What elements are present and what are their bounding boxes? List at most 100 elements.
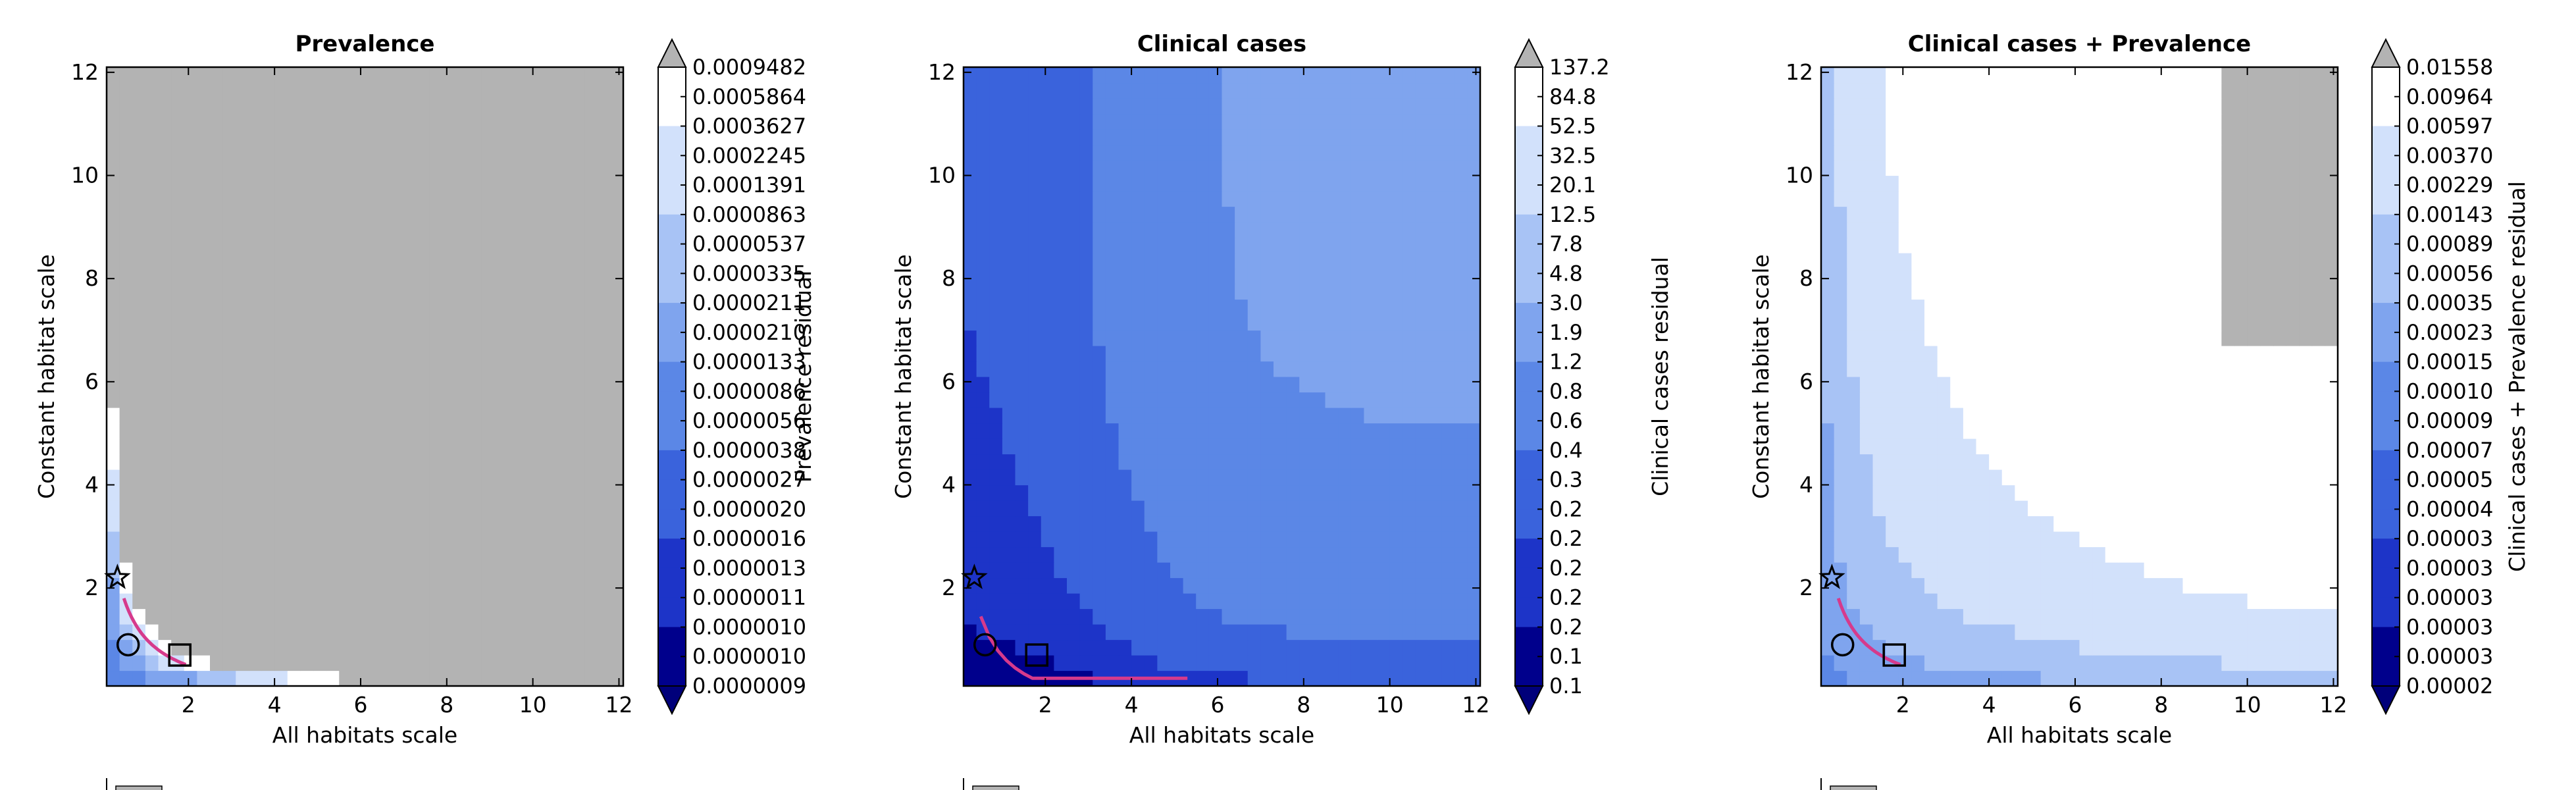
- heatmap-cell: [1079, 454, 1093, 470]
- heatmap-cell: [2234, 129, 2248, 145]
- heatmap-cell: [300, 237, 314, 253]
- heatmap-cell: [1338, 346, 1352, 362]
- heatmap-cell: [1911, 299, 1925, 315]
- heatmap-cell: [2286, 299, 2300, 315]
- heatmap-cell: [1028, 392, 1042, 408]
- heatmap-cell: [442, 299, 456, 315]
- heatmap-cell: [1118, 438, 1132, 455]
- heatmap-cell: [1441, 608, 1455, 625]
- heatmap-cell: [1093, 577, 1106, 594]
- heatmap-cell: [1351, 144, 1364, 161]
- heatmap-cell: [2196, 515, 2209, 532]
- heatmap-cell: [1338, 454, 1352, 470]
- heatmap-cell: [1118, 144, 1132, 161]
- heatmap-field: [107, 67, 624, 687]
- heatmap-cell: [2286, 237, 2300, 253]
- heatmap-cell: [1183, 469, 1197, 486]
- heatmap-cell: [1067, 191, 1081, 207]
- heatmap-cell: [584, 191, 598, 207]
- heatmap-cell: [403, 593, 417, 610]
- heatmap-cell: [1389, 515, 1403, 532]
- heatmap-cell: [1859, 438, 1874, 455]
- heatmap-cell: [2079, 500, 2093, 517]
- heatmap-cell: [1247, 608, 1261, 625]
- heatmap-cell: [2260, 98, 2274, 115]
- heatmap-cell: [1859, 82, 1874, 99]
- heatmap-cell: [300, 469, 314, 486]
- heatmap-cell: [236, 222, 249, 238]
- heatmap-cell: [2182, 608, 2196, 625]
- heatmap-cell: [2260, 191, 2274, 207]
- heatmap-cell: [2286, 608, 2300, 625]
- colorbar-tick-label: 0.0000016: [692, 526, 806, 551]
- heatmap-cell: [1157, 129, 1171, 145]
- heatmap-cell: [287, 577, 301, 594]
- heatmap-cell: [520, 113, 534, 130]
- heatmap-cell: [222, 284, 236, 300]
- heatmap-cell: [1338, 515, 1352, 532]
- heatmap-cell: [236, 82, 249, 99]
- heatmap-cell: [1989, 670, 2003, 687]
- heatmap-cell: [417, 67, 430, 84]
- heatmap-cell: [1415, 330, 1430, 346]
- heatmap-cell: [1041, 500, 1054, 517]
- heatmap-cell: [1183, 67, 1197, 84]
- heatmap-cell: [1911, 438, 1925, 455]
- heatmap-cell: [976, 392, 990, 408]
- heatmap-cell: [1377, 593, 1391, 610]
- heatmap-cell: [1898, 82, 1912, 99]
- heatmap-cell: [976, 98, 990, 115]
- heatmap-cell: [1235, 144, 1249, 161]
- heatmap-cell: [2157, 531, 2171, 548]
- heatmap-cell: [403, 438, 417, 455]
- heatmap-cell: [1157, 160, 1171, 176]
- colorbar-segment: [1515, 421, 1543, 451]
- heatmap-cell: [1924, 222, 1938, 238]
- heatmap-cell: [2221, 639, 2235, 656]
- heatmap-cell: [507, 129, 521, 145]
- heatmap-cell: [1377, 392, 1391, 408]
- heatmap-cell: [571, 624, 585, 641]
- heatmap-cell: [1898, 299, 1912, 315]
- heatmap-cell: [1351, 608, 1364, 625]
- heatmap-cell: [1847, 454, 1861, 470]
- heatmap-cell: [610, 330, 624, 346]
- heatmap-cell: [1976, 608, 1990, 625]
- heatmap-cell: [107, 515, 120, 532]
- heatmap-cell: [2066, 191, 2080, 207]
- heatmap-cell: [2131, 113, 2145, 130]
- heatmap-cell: [2247, 392, 2261, 408]
- heatmap-cell: [558, 237, 573, 253]
- heatmap-cell: [261, 284, 275, 300]
- heatmap-cell: [1312, 577, 1326, 594]
- heatmap-cell: [236, 284, 249, 300]
- heatmap-cell: [197, 438, 211, 455]
- heatmap-cell: [1260, 361, 1274, 377]
- heatmap-cell: [365, 531, 378, 548]
- heatmap-cell: [1274, 469, 1287, 486]
- heatmap-cell: [1886, 593, 1899, 610]
- heatmap-cell: [1208, 315, 1223, 331]
- heatmap-cell: [1886, 315, 1899, 331]
- heatmap-cell: [610, 98, 624, 115]
- heatmap-cell: [1834, 377, 1847, 393]
- heatmap-cell: [1260, 315, 1274, 331]
- heatmap-cell: [2273, 624, 2287, 641]
- heatmap-cell: [1911, 392, 1925, 408]
- heatmap-cell: [1377, 98, 1391, 115]
- heatmap-cell: [1403, 624, 1416, 641]
- heatmap-cell: [417, 144, 430, 161]
- heatmap-cell: [1364, 577, 1378, 594]
- heatmap-cell: [2182, 330, 2196, 346]
- heatmap-cell: [287, 639, 301, 656]
- heatmap-cell: [1196, 655, 1210, 672]
- heatmap-cell: [1196, 82, 1210, 99]
- heatmap-cell: [1260, 346, 1274, 362]
- heatmap-cell: [610, 129, 624, 145]
- heatmap-cell: [132, 175, 146, 192]
- heatmap-cell: [287, 206, 301, 223]
- heatmap-cell: [546, 377, 559, 393]
- heatmap-cell: [1157, 191, 1171, 207]
- heatmap-cell: [571, 485, 585, 501]
- heatmap-cell: [2040, 206, 2054, 223]
